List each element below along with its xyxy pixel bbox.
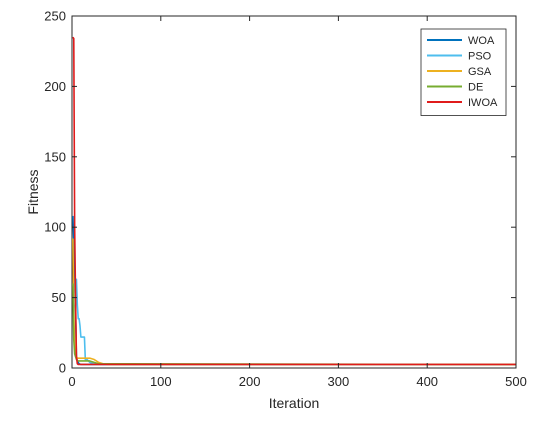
legend-label-pso: PSO bbox=[468, 51, 492, 63]
x-tick-label: 500 bbox=[505, 374, 527, 389]
legend-label-de: DE bbox=[468, 82, 483, 94]
y-tick-label: 200 bbox=[44, 79, 66, 94]
x-tick-label: 400 bbox=[416, 374, 438, 389]
y-tick-label: 150 bbox=[44, 149, 66, 164]
x-tick-label: 200 bbox=[239, 374, 261, 389]
x-tick-label: 0 bbox=[68, 374, 75, 389]
y-tick-label: 50 bbox=[52, 290, 66, 305]
legend-label-iwoa: IWOA bbox=[468, 97, 498, 109]
y-tick-label: 100 bbox=[44, 220, 66, 235]
y-axis-ticks: 0 50 100 150 200 250 bbox=[44, 9, 516, 376]
x-tick-label: 100 bbox=[150, 374, 172, 389]
series-line-iwoa bbox=[72, 36, 516, 366]
legend[interactable]: WOA PSO GSA DE IWOA bbox=[420, 28, 507, 116]
x-axis-ticks: 0 100 200 300 400 500 bbox=[68, 16, 527, 389]
y-axis-label: Fitness bbox=[25, 169, 41, 214]
x-axis-label: Iteration bbox=[269, 395, 320, 411]
x-tick-label: 300 bbox=[328, 374, 350, 389]
series-layer bbox=[72, 36, 517, 366]
legend-label-gsa: GSA bbox=[468, 66, 492, 78]
y-tick-label: 0 bbox=[59, 361, 66, 376]
y-tick-label: 250 bbox=[44, 9, 66, 24]
legend-label-woa: WOA bbox=[468, 35, 495, 47]
series-line-de bbox=[72, 283, 517, 366]
